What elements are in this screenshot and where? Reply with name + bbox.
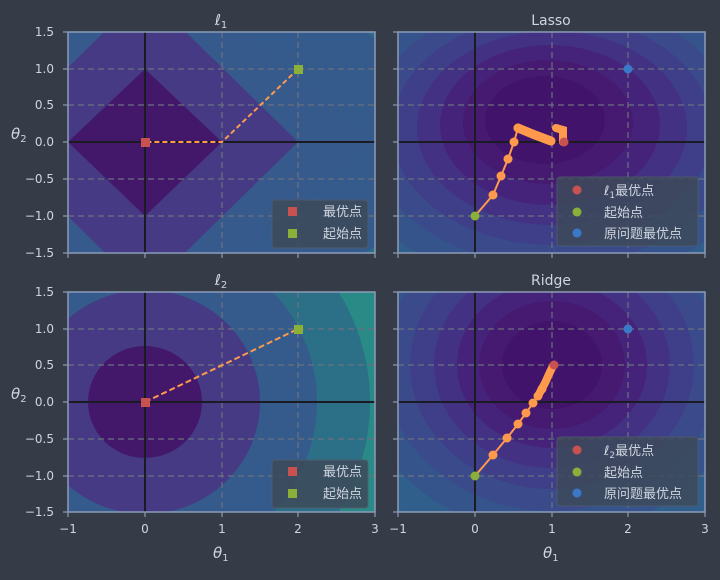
legend-square-green-icon [288, 229, 297, 238]
svg-text:2: 2 [294, 522, 302, 536]
legend-label: 起始点 [323, 487, 362, 502]
legend-label: 起始点 [323, 227, 362, 242]
l1-optimum-marker [141, 138, 150, 147]
svg-text:−0.5: −0.5 [25, 172, 54, 186]
y-axis-label-top: θ2 [11, 125, 27, 145]
legend-dot-red-icon [572, 185, 582, 195]
ridge-title: Ridge [531, 273, 571, 289]
legend-dot-red-icon [572, 445, 582, 455]
ridge-panel: Ridge ℓ2最优点 起始点 原问题最优点 [397, 273, 706, 513]
legend-label: 最优点 [323, 465, 362, 480]
svg-text:1: 1 [218, 522, 226, 536]
l1-panel: ℓ1 最优点 起始点 [67, 11, 376, 254]
legend-label: ℓ2最优点 [603, 444, 654, 461]
legend-label: 原问题最优点 [604, 487, 682, 502]
l2-optimum-marker [141, 398, 150, 407]
svg-text:2: 2 [624, 522, 632, 536]
legend-dot-green-icon [572, 207, 582, 217]
svg-text:−1: −1 [59, 522, 77, 536]
l1-title: ℓ1 [214, 11, 228, 31]
ridge-start-marker [470, 471, 480, 481]
svg-text:−1.0: −1.0 [25, 209, 54, 223]
svg-text:1.0: 1.0 [35, 62, 54, 76]
svg-text:0: 0 [471, 522, 479, 536]
legend-dot-green-icon [572, 467, 582, 477]
lasso-panel: Lasso ℓ1最优点 起始点 原问题最优点 [397, 13, 706, 254]
legend-label: 原问题最优点 [604, 227, 682, 242]
svg-text:−1.0: −1.0 [25, 469, 54, 483]
legend-label: ℓ1最优点 [603, 184, 654, 201]
x-ticks-bottom-right: −1 0 1 2 3 [389, 522, 709, 536]
svg-text:3: 3 [371, 522, 379, 536]
lasso-original-optimum-marker [623, 64, 633, 74]
l2-title: ℓ2 [214, 271, 228, 291]
l2-legend: 最优点 起始点 [271, 459, 369, 509]
svg-text:0: 0 [141, 522, 149, 536]
svg-text:0.0: 0.0 [35, 135, 54, 149]
svg-text:3: 3 [701, 522, 709, 536]
l2-panel: ℓ2 最优点 起始点 [67, 271, 376, 513]
legend-label: 最优点 [323, 205, 362, 220]
x-axis-label-right: θ1 [543, 544, 559, 564]
svg-text:−1: −1 [389, 522, 407, 536]
svg-text:1.5: 1.5 [35, 25, 54, 39]
legend-square-red-icon [288, 207, 297, 216]
l1-start-marker [294, 65, 303, 74]
svg-text:1.5: 1.5 [35, 285, 54, 299]
legend-label: 起始点 [604, 466, 643, 481]
svg-text:0.5: 0.5 [35, 358, 54, 372]
svg-text:0.0: 0.0 [35, 395, 54, 409]
y-axis-label-bottom: θ2 [11, 385, 27, 405]
lasso-optimum-marker [559, 137, 569, 147]
legend-label: 起始点 [604, 206, 643, 221]
y-ticks-bottom-left: 1.5 1.0 0.5 0.0 −0.5 −1.0 −1.5 [25, 285, 54, 519]
l1-legend: 最优点 起始点 [271, 199, 369, 249]
legend-square-green-icon [288, 489, 297, 498]
ridge-legend: ℓ2最优点 起始点 原问题最优点 [556, 436, 699, 507]
l2-start-marker [294, 325, 303, 334]
legend-dot-blue-icon [572, 488, 582, 498]
x-ticks-bottom-left: −1 0 1 2 3 [59, 522, 379, 536]
lasso-title: Lasso [531, 13, 571, 29]
legend-square-red-icon [288, 467, 297, 476]
y-ticks-top-left: 1.5 1.0 0.5 0.0 −0.5 −1.0 −1.5 [25, 25, 54, 260]
ridge-optimum-marker [549, 360, 559, 370]
tick-marks [63, 31, 706, 517]
x-axis-label-left: θ1 [213, 544, 229, 564]
lasso-legend: ℓ1最优点 起始点 原问题最优点 [556, 176, 699, 247]
l1-path [145, 68, 299, 143]
svg-text:−1.5: −1.5 [25, 505, 54, 519]
svg-text:−1.5: −1.5 [25, 246, 54, 260]
ridge-original-optimum-marker [623, 324, 633, 334]
svg-text:0.5: 0.5 [35, 98, 54, 112]
l2-path [144, 328, 299, 403]
legend-dot-blue-icon [572, 228, 582, 238]
svg-text:1.0: 1.0 [35, 322, 54, 336]
svg-text:−0.5: −0.5 [25, 432, 54, 446]
lasso-start-marker [470, 211, 480, 221]
ridge-path [474, 362, 557, 477]
svg-text:1: 1 [548, 522, 556, 536]
